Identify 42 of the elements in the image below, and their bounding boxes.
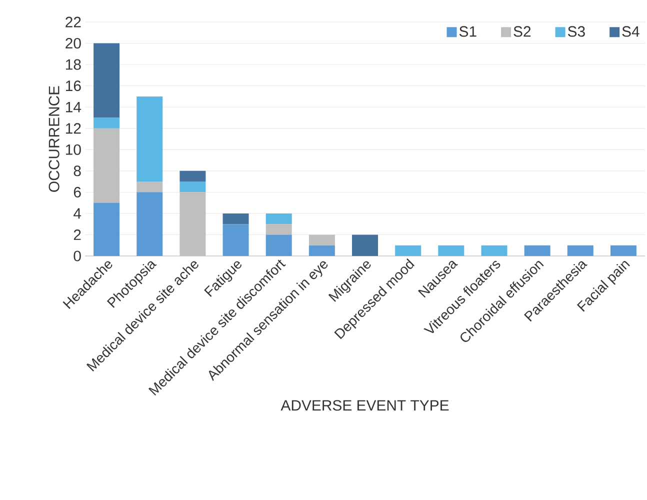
y-tick-label: 6 <box>74 186 81 198</box>
bar <box>136 182 163 192</box>
bar <box>136 192 163 256</box>
bar <box>136 96 163 182</box>
y-tick-label: 4 <box>74 208 82 219</box>
y-tick-label: 12 <box>66 123 81 134</box>
legend-label: S2 <box>514 26 531 37</box>
legend-label: S3 <box>568 26 585 37</box>
bar <box>180 182 206 192</box>
bar <box>308 234 335 246</box>
y-tick-label: 2 <box>74 229 81 240</box>
bar <box>438 245 464 256</box>
bar <box>94 43 120 118</box>
y-tick-label: 16 <box>66 80 81 92</box>
bar <box>481 245 508 256</box>
bar <box>567 245 594 256</box>
bar <box>180 192 206 256</box>
bar <box>222 224 249 256</box>
y-tick-label: 20 <box>66 38 81 49</box>
bar <box>222 213 249 224</box>
bar <box>94 202 120 256</box>
y-tick-label: 8 <box>74 166 81 176</box>
bar <box>266 234 292 256</box>
bar <box>524 245 550 256</box>
bar <box>395 245 422 256</box>
y-tick-label: 22 <box>66 16 81 28</box>
bar <box>94 118 120 128</box>
bar <box>266 224 292 235</box>
bar <box>180 170 206 182</box>
y-axis-title: OCCURRENCE <box>48 86 60 192</box>
y-tick-label: 10 <box>66 144 81 155</box>
legend-label: S4 <box>622 26 640 37</box>
bar <box>266 213 292 224</box>
legend-label: S1 <box>459 26 476 37</box>
y-tick-label: 0 <box>74 250 81 262</box>
bar <box>610 245 636 256</box>
y-tick-label: 18 <box>66 59 81 70</box>
bar <box>94 128 120 203</box>
bar <box>352 234 378 256</box>
x-axis-title: ADVERSE EVENT TYPE <box>280 400 449 411</box>
bar <box>308 245 335 256</box>
y-tick-label: 14 <box>66 102 82 112</box>
